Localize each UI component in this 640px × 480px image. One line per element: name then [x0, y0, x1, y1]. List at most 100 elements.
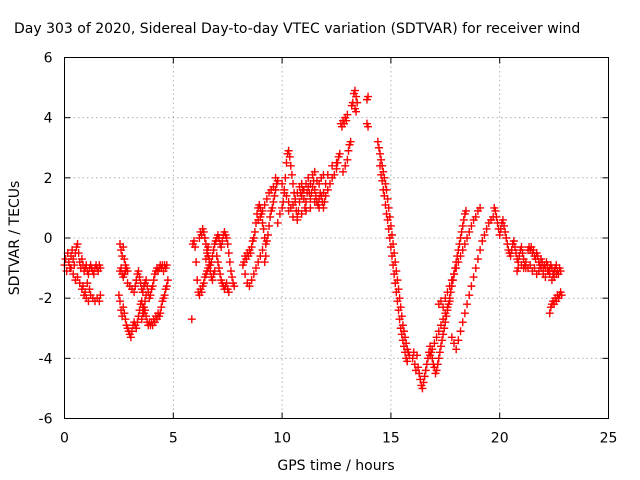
data-point	[310, 197, 319, 206]
data-point	[224, 249, 233, 258]
data-point	[447, 276, 456, 285]
data-point	[552, 270, 561, 279]
x-tick-label: 0	[60, 431, 69, 447]
data-point	[478, 237, 487, 246]
data-point	[469, 273, 478, 282]
data-point	[385, 234, 394, 242]
data-point	[246, 249, 255, 258]
data-point	[364, 122, 373, 131]
data-point	[306, 203, 315, 212]
data-point	[265, 221, 274, 230]
data-point	[432, 333, 441, 342]
data-point	[256, 212, 265, 221]
data-point	[502, 234, 511, 242]
data-point	[212, 252, 221, 261]
data-point	[458, 318, 467, 327]
data-point	[230, 282, 239, 291]
data-point	[214, 264, 223, 273]
data-point	[339, 167, 348, 176]
data-point	[377, 170, 386, 179]
data-point	[138, 309, 147, 318]
data-point	[69, 270, 78, 279]
data-point	[315, 203, 324, 212]
data-point	[426, 351, 435, 360]
data-point	[386, 243, 395, 252]
data-point	[199, 227, 208, 236]
data-point	[67, 264, 76, 273]
data-point	[269, 197, 278, 206]
data-point	[284, 146, 293, 155]
data-point	[208, 276, 217, 285]
data-point	[421, 366, 430, 375]
data-point	[382, 209, 391, 218]
x-tick-label: 20	[491, 431, 509, 447]
data-point	[328, 161, 337, 170]
data-point	[344, 146, 353, 155]
data-point	[213, 258, 222, 267]
data-point	[343, 110, 352, 119]
data-point	[162, 282, 171, 291]
data-point	[319, 188, 328, 197]
data-point	[297, 191, 306, 200]
data-point	[413, 351, 422, 360]
data-point	[491, 206, 500, 215]
data-point	[403, 357, 412, 366]
data-point	[280, 185, 289, 194]
data-point	[284, 197, 293, 206]
data-point	[69, 255, 78, 264]
data-point	[467, 221, 476, 230]
data-point	[142, 276, 151, 285]
data-point	[384, 224, 393, 233]
data-point	[501, 227, 510, 236]
data-point	[443, 288, 452, 297]
data-point	[377, 155, 386, 164]
data-point	[127, 327, 136, 336]
data-point	[270, 191, 279, 200]
data-point	[332, 158, 341, 167]
data-point	[249, 234, 258, 242]
data-point	[373, 137, 382, 146]
data-point	[269, 182, 278, 191]
data-point	[288, 179, 297, 188]
data-point	[521, 258, 530, 267]
data-point	[133, 318, 142, 327]
data-point	[275, 209, 284, 218]
data-point	[450, 339, 459, 348]
data-point	[395, 315, 404, 324]
data-point	[203, 249, 212, 258]
y-tick-label: -6	[39, 412, 53, 428]
data-point	[393, 297, 402, 306]
data-point	[282, 191, 291, 200]
data-point	[454, 336, 463, 345]
data-point	[247, 243, 256, 252]
data-point	[163, 276, 172, 285]
data-point	[557, 291, 566, 300]
data-point	[471, 264, 480, 273]
data-point	[325, 179, 334, 188]
data-point	[74, 249, 83, 258]
data-point	[350, 104, 359, 113]
data-point	[458, 246, 467, 255]
data-point	[428, 345, 437, 354]
data-point	[341, 161, 350, 170]
data-point	[193, 276, 202, 285]
data-point	[460, 240, 469, 249]
data-point	[463, 300, 472, 309]
data-point	[353, 98, 362, 107]
data-point	[260, 258, 269, 267]
data-point	[281, 173, 290, 182]
data-point	[452, 264, 461, 273]
data-point	[380, 191, 389, 200]
data-point	[352, 92, 361, 101]
y-tick-label: 0	[44, 231, 53, 247]
data-point	[320, 197, 329, 206]
data-point	[73, 240, 82, 249]
data-point	[187, 315, 196, 324]
data-point	[518, 249, 527, 258]
data-point	[282, 158, 291, 167]
data-point	[439, 303, 448, 312]
data-point	[457, 227, 466, 236]
data-point	[500, 221, 509, 230]
data-point	[323, 185, 332, 194]
data-point	[73, 273, 82, 282]
